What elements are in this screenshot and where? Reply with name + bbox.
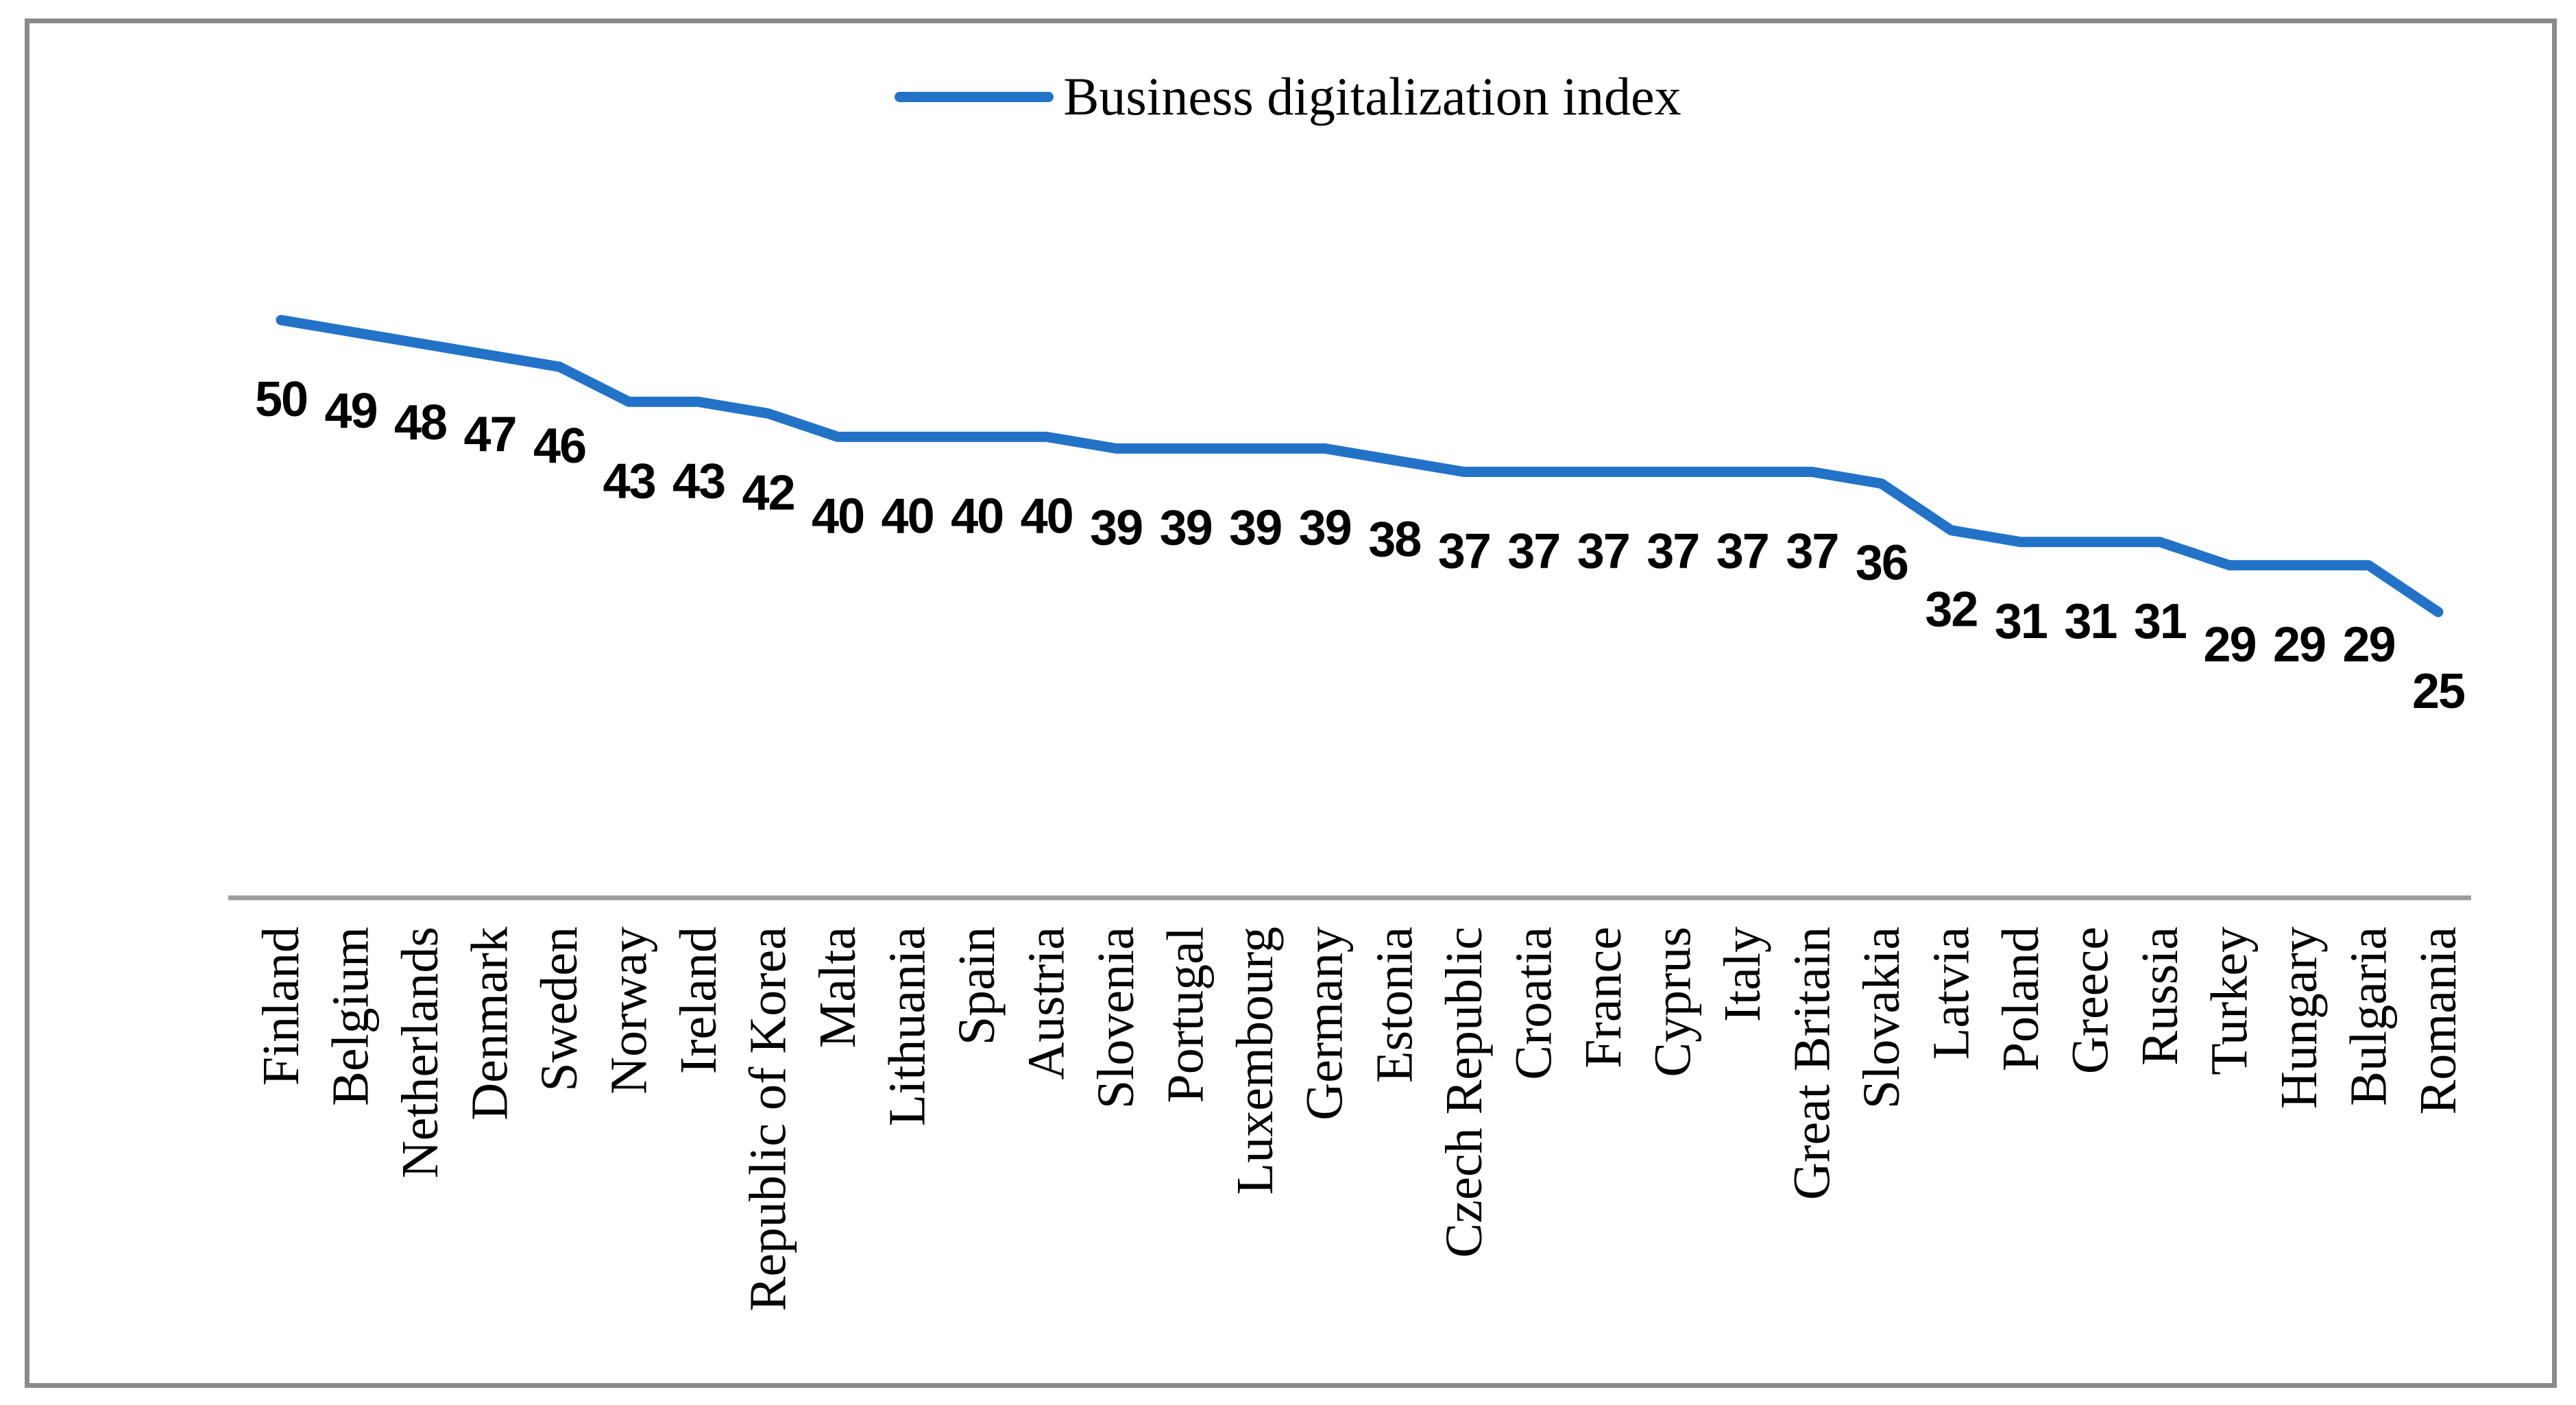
category-label: Greece [2061,927,2119,1074]
data-label: 40 [882,489,934,543]
data-label: 37 [1716,524,1769,579]
category-label: Russia [2131,927,2189,1066]
category-label: Turkey [2201,927,2259,1075]
data-label: 37 [1438,524,1490,579]
category-label: Austria [1018,927,1076,1080]
category-label: Belgium [322,927,380,1106]
data-label: 31 [2064,594,2117,649]
category-label: Spain [948,927,1006,1045]
category-label: Hungary [2270,927,2328,1109]
data-label: 36 [1856,536,1908,591]
data-label: 29 [2342,618,2394,672]
data-label: 40 [1021,489,1073,543]
data-label: 47 [463,407,515,462]
category-label: Czech Republic [1435,927,1493,1258]
data-label: 37 [1786,524,1838,579]
data-label: 40 [812,489,864,543]
category-label: Portugal [1157,927,1215,1103]
category-label: Norway [600,927,658,1095]
data-label: 31 [2134,594,2187,649]
category-label: Italy [1714,927,1771,1022]
data-label: 50 [255,372,307,427]
data-label: 37 [1577,524,1629,579]
category-label: Germany [1296,927,1354,1121]
data-label: 32 [1925,583,1977,637]
data-label: 43 [603,454,655,509]
category-label: Luxembourg [1226,927,1284,1195]
data-label: 37 [1507,524,1559,579]
data-label: 29 [2273,618,2325,672]
data-label: 39 [1229,500,1281,555]
legend-label: Business digitalization index [1063,66,1681,126]
category-label: Croatia [1505,927,1562,1080]
data-label: 39 [1090,500,1142,555]
data-label: 25 [2412,664,2465,719]
data-label: 38 [1368,513,1420,567]
data-label: 42 [742,465,794,520]
category-label: Slovenia [1087,927,1145,1109]
data-label: 39 [1160,500,1212,555]
category-label: France [1575,927,1632,1068]
category-label: Bulgaria [2340,927,2398,1106]
data-label: 48 [394,395,446,450]
chart-frame [25,19,2557,1388]
data-label: 46 [533,419,585,474]
category-label: Denmark [461,927,519,1121]
category-label: Ireland [670,927,727,1074]
data-label: 29 [2203,618,2255,672]
category-label: Latvia [1922,927,1980,1060]
category-label: Netherlands [391,927,449,1178]
category-label: Romania [2409,927,2467,1114]
category-label: Finland [252,927,310,1086]
legend: Business digitalization index [0,66,2576,127]
category-label: Slovakia [1853,927,1910,1109]
series-line-business-digitalization-index [276,315,2444,618]
category-label: Republic of Korea [740,927,797,1311]
data-label: 39 [1299,500,1351,555]
category-label: Great Britain [1783,927,1840,1200]
data-label: 43 [672,454,725,509]
data-label: 31 [1995,594,2048,649]
data-label: 37 [1647,524,1699,579]
category-label: Malta [809,927,866,1048]
category-label: Lithuania [879,927,936,1126]
legend-line-swatch [895,91,1054,102]
category-label: Estonia [1365,927,1423,1083]
data-label: 49 [324,384,376,439]
data-label: 40 [951,489,1003,543]
category-label: Sweden [531,927,588,1092]
category-label: Poland [1992,927,2050,1071]
category-label: Cyprus [1644,927,1701,1077]
